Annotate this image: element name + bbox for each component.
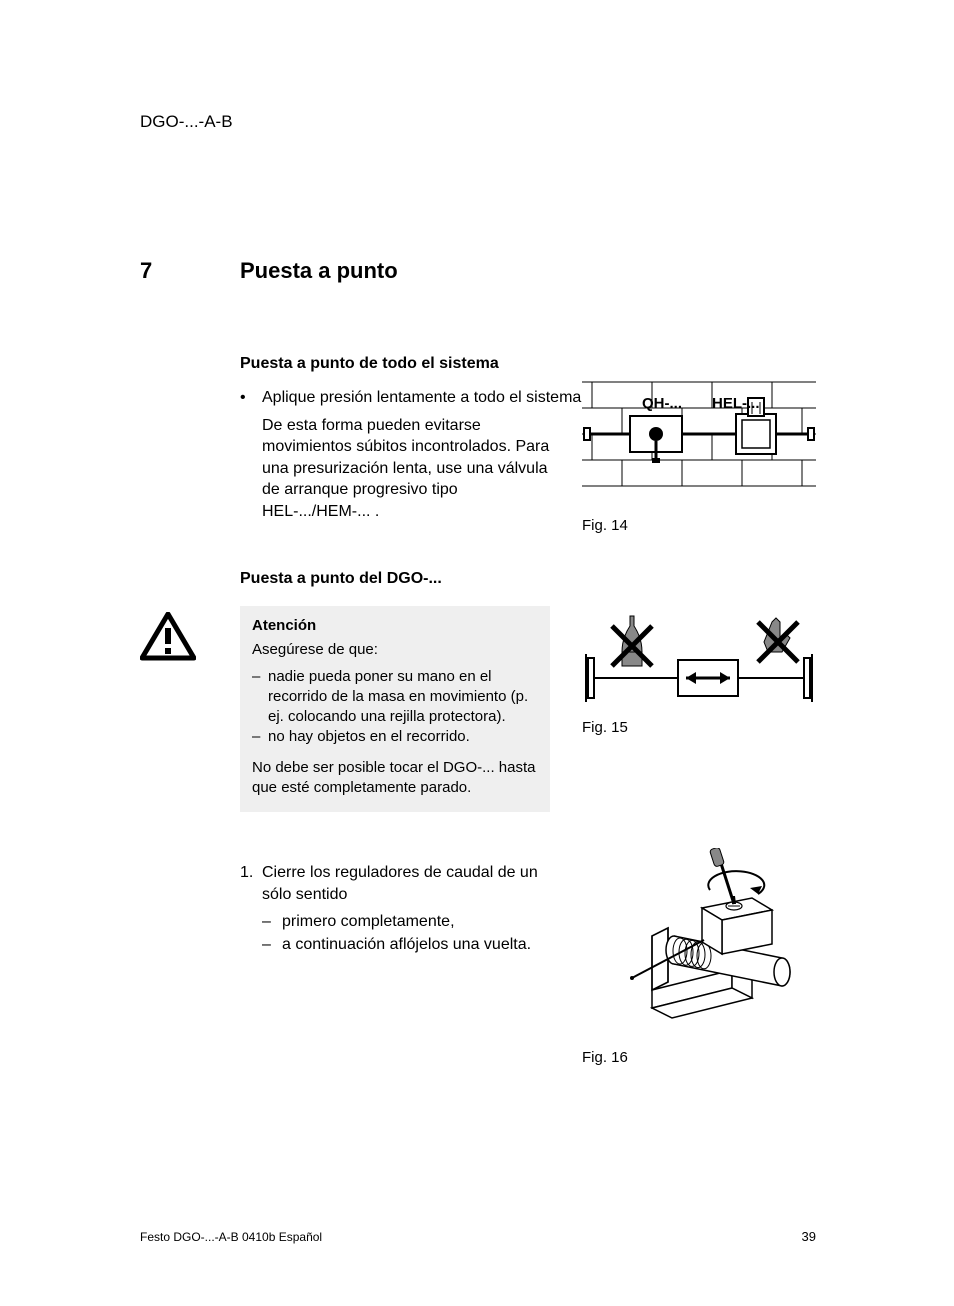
page-number: 39 (802, 1229, 816, 1244)
paragraph-slow-pressurization: De esta forma pueden evitarse movimiento… (262, 415, 562, 523)
warning-box: Atención Asegúrese de que: – nadie pueda… (240, 606, 550, 812)
figure-16-svg (582, 848, 816, 1038)
step-sub-item: – primero completamente, (262, 911, 570, 933)
doc-header: DGO-...-A-B (140, 112, 233, 132)
svg-text:HEL-...: HEL-... (712, 395, 760, 412)
bullet-marker: • (240, 387, 262, 409)
step-sub-text: primero completamente, (282, 911, 455, 933)
dash-marker: – (262, 911, 282, 933)
figure-16-caption: Fig. 16 (582, 1049, 816, 1066)
figure-15: Fig. 15 (582, 608, 816, 736)
subheading-dgo: Puesta a punto del DGO-... (240, 570, 790, 588)
warning-tail: No debe ser posible tocar el DGO-... has… (252, 758, 538, 799)
warning-lead: Asegúrese de que: (252, 640, 538, 660)
figure-14-svg: QH-... HEL-... (582, 378, 816, 506)
step-text: Cierre los reguladores de caudal de un s… (262, 862, 570, 905)
step-1: 1. Cierre los reguladores de caudal de u… (240, 862, 570, 956)
step-sub-text: a continuación aflójelos una vuelta. (282, 934, 531, 956)
step-number: 1. (240, 862, 262, 905)
step-sub-item: – a continuación aflójelos una vuelta. (262, 934, 570, 956)
dash-marker: – (262, 934, 282, 956)
step-1-row: 1. Cierre los reguladores de caudal de u… (240, 862, 570, 905)
figure-15-caption: Fig. 15 (582, 719, 816, 736)
warning-item: – no hay objetos en el recorrido. (252, 727, 538, 747)
figure-15-svg (582, 608, 816, 708)
subheading-system: Puesta a punto de todo el sistema (240, 355, 790, 373)
warning-item: – nadie pueda poner su mano en el recorr… (252, 667, 538, 728)
figure-14: QH-... HEL-... Fig. 14 (582, 378, 816, 534)
step-1-sublist: – primero completamente, – a continuació… (262, 911, 570, 956)
dash-marker: – (252, 667, 268, 728)
section-number: 7 (140, 258, 240, 284)
block-dgo-commissioning: Puesta a punto del DGO-... (240, 570, 790, 602)
section-title: Puesta a punto (240, 258, 398, 284)
svg-text:QH-...: QH-... (642, 395, 682, 412)
page: DGO-...-A-B 7 Puesta a punto Puesta a pu… (0, 0, 954, 1306)
footer-text: Festo DGO-...-A-B 0410b Español (140, 1230, 322, 1244)
figure-16: Fig. 16 (582, 848, 816, 1066)
section-heading: 7 Puesta a punto (140, 258, 398, 284)
warning-list: – nadie pueda poner su mano en el recorr… (252, 667, 538, 748)
warning-item-text: no hay objetos en el recorrido. (268, 727, 470, 747)
dash-marker: – (252, 727, 268, 747)
warning-title: Atención (252, 616, 538, 636)
figure-14-caption: Fig. 14 (582, 517, 816, 534)
warning-item-text: nadie pueda poner su mano en el recorrid… (268, 667, 538, 728)
warning-icon (140, 612, 196, 667)
